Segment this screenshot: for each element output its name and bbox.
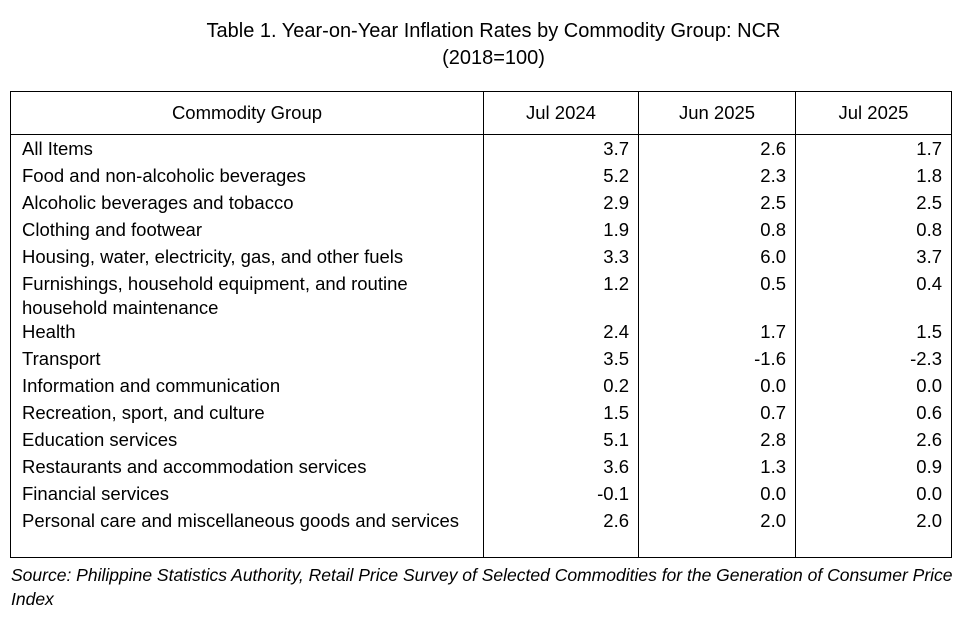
jun-2025-value: 6.0 [638,245,796,272]
jul-2024-value: 1.9 [483,218,639,245]
jun-2025-value: 2.0 [638,509,796,558]
jul-2024-value: 2.9 [483,191,639,218]
commodity-group-cell: Information and communication [10,374,484,401]
commodity-group-cell: Personal care and miscellaneous goods an… [10,509,484,558]
jul-2025-value: 2.5 [795,191,952,218]
jul-2025-value: 0.4 [795,272,952,320]
jul-2024-value: 3.5 [483,347,639,374]
jun-2025-value: 0.7 [638,401,796,428]
commodity-group-cell: Clothing and footwear [10,218,484,245]
jul-2024-value: 2.4 [483,320,639,347]
table-row: All Items 3.7 2.6 1.7 [10,134,952,164]
jun-2025-value: 2.3 [638,164,796,191]
commodity-group-cell: Education services [10,428,484,455]
jul-2024-value: 1.5 [483,401,639,428]
jun-2025-value: 1.3 [638,455,796,482]
jul-2025-value: 1.7 [795,134,952,164]
table-row: Transport 3.5 -1.6 -2.3 [10,347,952,374]
jul-2024-value: 3.7 [483,134,639,164]
jul-2025-value: 1.8 [795,164,952,191]
jul-2025-value: 1.5 [795,320,952,347]
jun-2025-value: 2.8 [638,428,796,455]
jun-2025-value: 0.5 [638,272,796,320]
table-row: Clothing and footwear 1.9 0.8 0.8 [10,218,952,245]
table-row: Education services 5.1 2.8 2.6 [10,428,952,455]
title-line-2: (2018=100) [442,47,545,69]
jul-2024-value: 0.2 [483,374,639,401]
commodity-group-cell: Food and non-alcoholic beverages [10,164,484,191]
commodity-group-cell: All Items [10,134,484,164]
table-title: Table 1. Year-on-Year Inflation Rates by… [0,18,971,72]
jul-2024-value: 5.1 [483,428,639,455]
header-jul-2025: Jul 2025 [795,91,952,135]
commodity-group-cell: Housing, water, electricity, gas, and ot… [10,245,484,272]
jul-2025-value: -2.3 [795,347,952,374]
jul-2025-value: 2.6 [795,428,952,455]
header-jul-2024: Jul 2024 [483,91,639,135]
jun-2025-value: 0.0 [638,482,796,509]
jul-2025-value: 0.0 [795,482,952,509]
title-line-1: Table 1. Year-on-Year Inflation Rates by… [206,20,781,42]
table-row: Personal care and miscellaneous goods an… [10,509,952,558]
jul-2025-value: 2.0 [795,509,952,558]
jul-2024-value: 1.2 [483,272,639,320]
jun-2025-value: 0.0 [638,374,796,401]
table-row: Alcoholic beverages and tobacco 2.9 2.5 … [10,191,952,218]
table-row: Recreation, sport, and culture 1.5 0.7 0… [10,401,952,428]
table-header-row: Commodity Group Jul 2024 Jun 2025 Jul 20… [10,91,952,135]
table-row: Financial services -0.1 0.0 0.0 [10,482,952,509]
jul-2024-value: 5.2 [483,164,639,191]
jun-2025-value: 0.8 [638,218,796,245]
jul-2024-value: 3.3 [483,245,639,272]
table-row: Health 2.4 1.7 1.5 [10,320,952,347]
jul-2024-value: 3.6 [483,455,639,482]
jul-2024-value: 2.6 [483,509,639,558]
table-row: Furnishings, household equipment, and ro… [10,272,952,320]
jun-2025-value: -1.6 [638,347,796,374]
commodity-group-cell: Furnishings, household equipment, and ro… [10,272,484,320]
header-jun-2025: Jun 2025 [638,91,796,135]
jul-2024-value: -0.1 [483,482,639,509]
jul-2025-value: 0.8 [795,218,952,245]
table-row: Housing, water, electricity, gas, and ot… [10,245,952,272]
jun-2025-value: 1.7 [638,320,796,347]
commodity-group-cell: Transport [10,347,484,374]
commodity-group-cell: Recreation, sport, and culture [10,401,484,428]
inflation-table: Commodity Group Jul 2024 Jun 2025 Jul 20… [10,91,952,558]
source-note: Source: Philippine Statistics Authority,… [11,565,953,609]
table-row: Restaurants and accommodation services 3… [10,455,952,482]
jul-2025-value: 0.6 [795,401,952,428]
jun-2025-value: 2.6 [638,134,796,164]
jul-2025-value: 0.0 [795,374,952,401]
commodity-group-cell: Alcoholic beverages and tobacco [10,191,484,218]
header-commodity-group: Commodity Group [10,91,484,135]
jul-2025-value: 3.7 [795,245,952,272]
jun-2025-value: 2.5 [638,191,796,218]
commodity-group-cell: Restaurants and accommodation services [10,455,484,482]
table-row: Food and non-alcoholic beverages 5.2 2.3… [10,164,952,191]
table-row: Information and communication 0.2 0.0 0.… [10,374,952,401]
commodity-group-cell: Financial services [10,482,484,509]
jul-2025-value: 0.9 [795,455,952,482]
commodity-group-cell: Health [10,320,484,347]
